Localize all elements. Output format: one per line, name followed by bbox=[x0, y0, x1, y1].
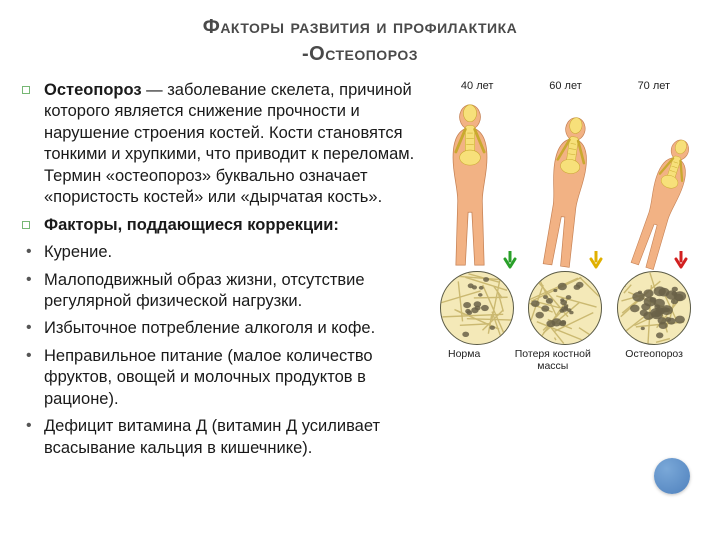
body-silhouette bbox=[614, 94, 694, 269]
bone-sample bbox=[617, 271, 691, 345]
text-column: Остеопороз — заболевание скелета, причин… bbox=[22, 80, 425, 465]
age-labels: 40 лет 60 лет 70 лет bbox=[433, 80, 698, 92]
list-item: Курение. bbox=[22, 242, 425, 263]
body-silhouettes bbox=[433, 94, 698, 269]
bone-captions: Норма Потеря костной массы Остеопороз bbox=[433, 348, 698, 372]
slide-title: Факторы развития и профилактика -Остеопо… bbox=[22, 14, 698, 68]
arrow-down-icon bbox=[674, 251, 688, 269]
bone-caption: Норма bbox=[448, 348, 480, 372]
arrow-down-icon bbox=[503, 251, 517, 269]
age-label: 60 лет bbox=[549, 80, 582, 92]
main-bullets: Остеопороз — заболевание скелета, причин… bbox=[22, 80, 425, 236]
factors-heading: Факторы, поддающиеся коррекции: bbox=[44, 216, 339, 234]
list-item: Избыточное потребление алкоголя и кофе. bbox=[22, 318, 425, 339]
bone-micrographs bbox=[433, 271, 698, 345]
list-item: Неправильное питание (малое количество ф… bbox=[22, 346, 425, 410]
title-line-2: -Остеопороз bbox=[22, 41, 698, 68]
intro-text: — заболевание скелета, причиной которого… bbox=[44, 81, 414, 206]
bone-caption: Остеопороз bbox=[625, 348, 683, 372]
intro-bullet: Остеопороз — заболевание скелета, причин… bbox=[22, 80, 425, 209]
intro-term: Остеопороз bbox=[44, 81, 142, 99]
list-item: Дефицит витамина Д (витамин Д усиливает … bbox=[22, 416, 425, 459]
body-silhouette bbox=[525, 94, 605, 269]
bone-sample bbox=[528, 271, 602, 345]
title-line-1: Факторы развития и профилактика bbox=[22, 14, 698, 41]
age-label: 70 лет bbox=[638, 80, 671, 92]
factors-heading-bullet: Факторы, поддающиеся коррекции: bbox=[22, 215, 425, 236]
decorative-sphere-icon bbox=[654, 458, 690, 494]
body-silhouette bbox=[437, 94, 517, 269]
age-label: 40 лет bbox=[461, 80, 494, 92]
bone-caption: Потеря костной массы bbox=[510, 348, 595, 372]
factor-list: Курение. Малоподвижный образ жизни, отсу… bbox=[22, 242, 425, 459]
arrow-down-icon bbox=[589, 251, 603, 269]
osteoporosis-figure: 40 лет 60 лет 70 лет bbox=[433, 80, 698, 372]
illustration-column: 40 лет 60 лет 70 лет bbox=[433, 80, 698, 372]
bone-sample bbox=[440, 271, 514, 345]
list-item: Малоподвижный образ жизни, отсутствие ре… bbox=[22, 270, 425, 313]
slide: Факторы развития и профилактика -Остеопо… bbox=[0, 0, 720, 540]
content-row: Остеопороз — заболевание скелета, причин… bbox=[22, 80, 698, 465]
